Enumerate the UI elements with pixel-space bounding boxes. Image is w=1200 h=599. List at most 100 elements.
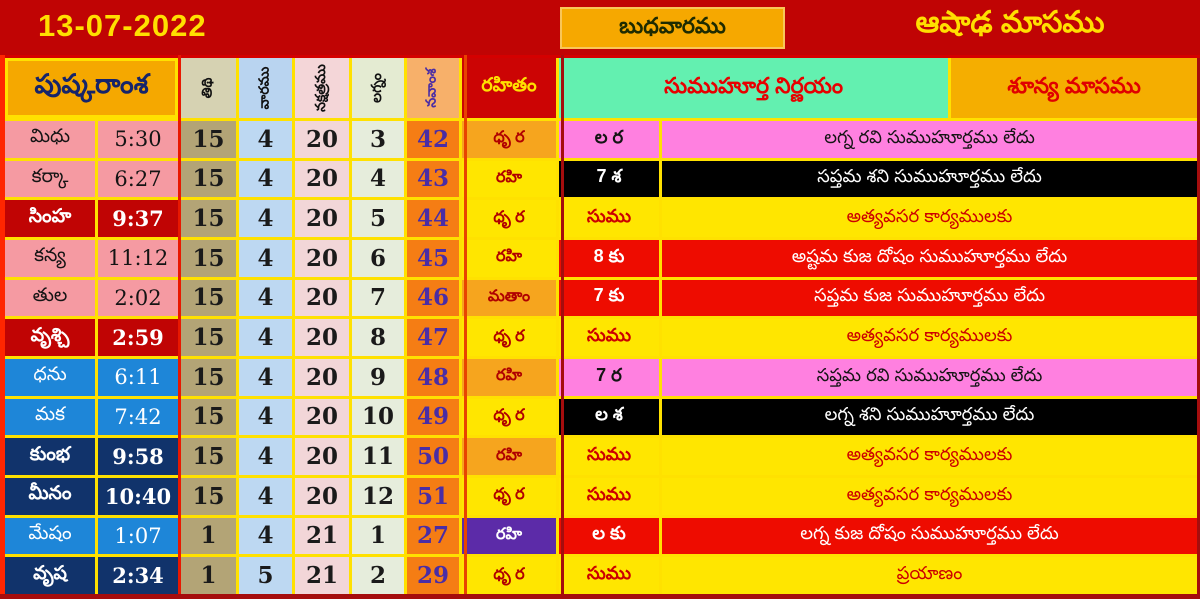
lagna-value-cell: 7 <box>352 279 404 317</box>
vara-value-cell: 4 <box>239 279 292 317</box>
left-red-border <box>0 55 5 594</box>
nakshatra-value-cell: 21 <box>295 557 349 594</box>
tithi-header-label: తిథి <box>198 77 215 99</box>
muhurta-text-cell: సప్తమ కుజ సుముహూర్తము లేదు <box>662 279 1197 317</box>
navamsa-value-cell: 44 <box>407 200 459 237</box>
vara-value-cell: 4 <box>239 398 292 436</box>
right-header-group: సుముహూర్త నిర్ణయం శూన్య మాసము <box>559 58 1197 118</box>
lagna-time-cell: 9:58 <box>98 438 178 475</box>
nakshatra-value-cell: 20 <box>295 438 349 475</box>
lagna-time-cell: 1:07 <box>98 517 178 555</box>
rashi-cell: మక <box>5 398 95 436</box>
nakshatra-value-cell: 20 <box>295 240 349 277</box>
muhurta-text-cell: అత్యవసర కార్యములకు <box>662 319 1197 356</box>
muhurta-label-cell: ల కు <box>559 517 659 555</box>
rashi-cell: తుల <box>5 279 95 317</box>
navamsa-value-cell: 46 <box>407 279 459 317</box>
muhurta-label-cell: సుము <box>559 557 659 594</box>
navamsa-rahitam-separator <box>464 55 467 594</box>
navamsa-value-cell: 42 <box>407 121 459 158</box>
navamsa-value-cell: 45 <box>407 240 459 277</box>
muhurta-text-cell: సప్తమ శని సుముహూర్తము లేదు <box>662 160 1197 198</box>
lagna-time-cell: 2:02 <box>98 279 178 317</box>
month-title: ఆషాఢ మాసము <box>915 6 1105 39</box>
rashi-cell: వృశ్చి <box>5 319 95 356</box>
tithi-value-cell: 15 <box>181 478 236 515</box>
navamsa-value-cell: 50 <box>407 438 459 475</box>
navamsa-column-header: నవాంశ <box>407 58 459 118</box>
rashi-cell: మీనం <box>5 478 95 515</box>
lagna-time-cell: 2:59 <box>98 319 178 356</box>
nakshatra-value-cell: 20 <box>295 398 349 436</box>
lagna-value-cell: 6 <box>352 240 404 277</box>
lagna-column-header: లగ్నం <box>352 58 404 118</box>
nakshatra-column-header: నక్షత్రము <box>295 58 349 118</box>
weekday-text: బుధవారము <box>619 12 726 38</box>
pushkaramsa-header: పుష్కరాంశ <box>5 58 178 118</box>
lagna-value-cell: 12 <box>352 478 404 515</box>
tithi-value-cell: 15 <box>181 398 236 436</box>
vara-header-label: వారము <box>255 66 272 110</box>
muhurta-label-cell: 7 కు <box>559 279 659 317</box>
muhurta-text-cell: అత్యవసర కార్యములకు <box>662 200 1197 237</box>
lagna-value-cell: 4 <box>352 160 404 198</box>
lagna-value-cell: 11 <box>352 438 404 475</box>
muhurta-label-cell: 8 కు <box>559 240 659 277</box>
lagna-time-cell: 11:12 <box>98 240 178 277</box>
muhurta-label-cell: ల శ <box>559 398 659 436</box>
vara-value-cell: 4 <box>239 478 292 515</box>
vara-column-header: వారము <box>239 58 292 118</box>
navamsa-value-cell: 51 <box>407 478 459 515</box>
rashi-cell: కుంభ <box>5 438 95 475</box>
lagna-time-cell: 5:30 <box>98 121 178 158</box>
vara-value-cell: 5 <box>239 557 292 594</box>
rahitam-cell: ధృ ర <box>462 121 556 158</box>
rashi-cell: కర్కా <box>5 160 95 198</box>
tithi-value-cell: 15 <box>181 200 236 237</box>
muhurta-label-cell: 7 శ <box>559 160 659 198</box>
vara-value-cell: 4 <box>239 160 292 198</box>
shunya-masam-header: శూన్య మాసము <box>951 58 1197 118</box>
muhurta-label-cell: సుము <box>559 438 659 475</box>
muhurta-text-cell: అష్టమ కుజ దోషం సుముహూర్తము లేదు <box>662 240 1197 277</box>
rahitam-cell: రహి <box>462 359 556 396</box>
lagna-time-cell: 9:37 <box>98 200 178 237</box>
rahitam-cell: రహి <box>462 240 556 277</box>
weekday-box: బుధవారము <box>560 7 785 49</box>
nakshatra-value-cell: 20 <box>295 121 349 158</box>
lagna-value-cell: 8 <box>352 319 404 356</box>
tithi-value-cell: 15 <box>181 359 236 396</box>
lagna-time-cell: 6:27 <box>98 160 178 198</box>
rahitam-cell: రహి <box>462 438 556 475</box>
muhurta-text-cell: సప్తమ రవి సుముహూర్తము లేదు <box>662 359 1197 396</box>
rashi-cell: మిధు <box>5 121 95 158</box>
tithi-value-cell: 15 <box>181 240 236 277</box>
navamsa-value-cell: 47 <box>407 319 459 356</box>
nakshatra-header-label: నక్షత్రము <box>312 64 328 112</box>
muhurta-label-cell: సుము <box>559 319 659 356</box>
lagna-value-cell: 5 <box>352 200 404 237</box>
rahitam-cell: మతాం <box>462 279 556 317</box>
lagna-value-cell: 10 <box>352 398 404 436</box>
muhurta-text-cell: అత్యవసర కార్యములకు <box>662 478 1197 515</box>
vara-value-cell: 4 <box>239 359 292 396</box>
lagna-time-cell: 7:42 <box>98 398 178 436</box>
lagna-header-label: లగ్నం <box>368 73 384 103</box>
lagna-value-cell: 3 <box>352 121 404 158</box>
rahitam-cell: ధృ ర <box>462 557 556 594</box>
navamsa-header-label: నవాంశ <box>423 68 439 108</box>
vara-value-cell: 4 <box>239 438 292 475</box>
muhurta-text-cell: ప్రయాణం <box>662 557 1197 594</box>
rahitam-cell: ధృ ర <box>462 200 556 237</box>
vara-value-cell: 4 <box>239 319 292 356</box>
rahitam-cell: ధృ ర <box>462 319 556 356</box>
time-tithi-separator <box>178 55 181 594</box>
rahitam-cell: రహి <box>462 160 556 198</box>
tithi-value-cell: 15 <box>181 121 236 158</box>
vara-value-cell: 4 <box>239 121 292 158</box>
muhurta-text-cell: లగ్న కుజ దోషం సుముహూర్తము లేదు <box>662 517 1197 555</box>
nakshatra-value-cell: 20 <box>295 200 349 237</box>
rashi-cell: ధను <box>5 359 95 396</box>
nakshatra-value-cell: 20 <box>295 279 349 317</box>
